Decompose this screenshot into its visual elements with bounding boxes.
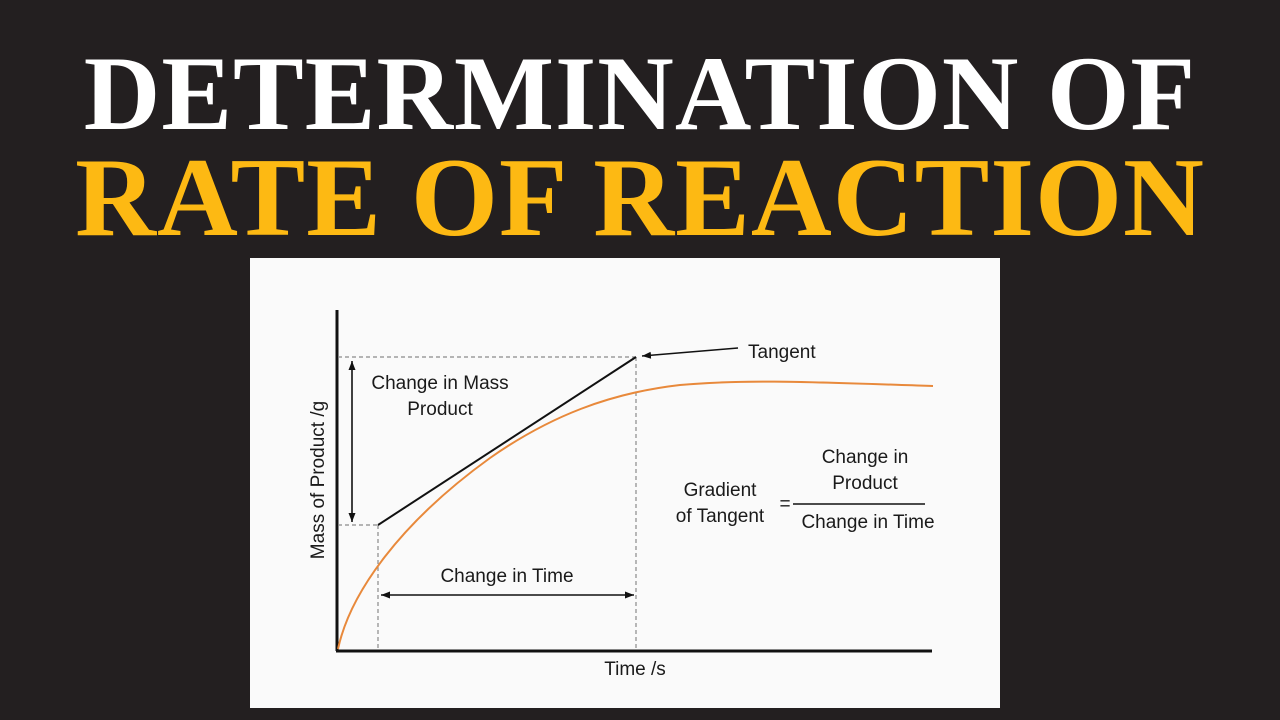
denominator: Change in Time — [801, 512, 934, 533]
equals-sign: = — [779, 494, 790, 515]
diagram-panel: Tangent Change in Mass Product Change in… — [250, 258, 1000, 708]
title-line-1: DETERMINATION OF — [83, 35, 1197, 152]
x-axis-label: Time /s — [604, 659, 666, 680]
mass-change-label-1: Change in Mass — [371, 373, 508, 394]
reaction-curve — [337, 380, 934, 650]
numerator-line-2: Product — [832, 473, 898, 494]
gradient-label-2: of Tangent — [676, 506, 765, 527]
tangent-label: Tangent — [748, 342, 816, 363]
numerator-line-1: Change in — [822, 447, 909, 468]
gradient-label-1: Gradient — [684, 480, 758, 501]
time-change-label: Change in Time — [440, 566, 573, 587]
mass-change-label-2: Product — [407, 399, 473, 420]
rate-diagram: Tangent Change in Mass Product Change in… — [308, 310, 935, 680]
tangent-line — [377, 356, 637, 526]
tangent-pointer-arrow — [641, 347, 739, 359]
title-line-2: RATE OF REACTION — [75, 136, 1205, 260]
y-axis-label: Mass of Product /g — [308, 401, 329, 559]
